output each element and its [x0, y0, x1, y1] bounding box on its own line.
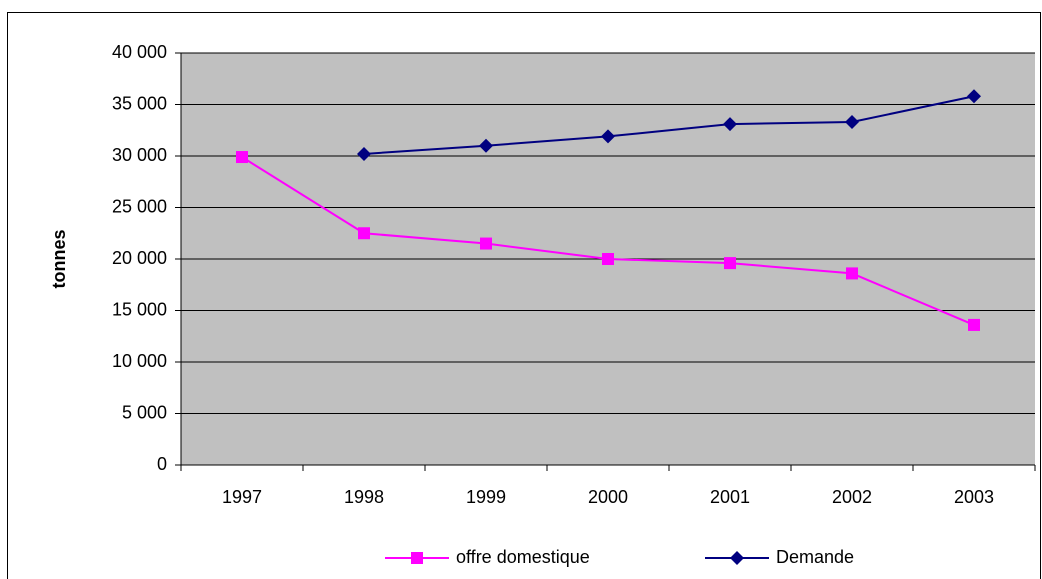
x-tick-label: 2002 [832, 487, 872, 507]
legend-label: Demande [776, 547, 854, 567]
data-point [968, 318, 980, 331]
y-tick-label: 10 000 [112, 351, 167, 371]
y-tick-label: 0 [157, 454, 167, 474]
chart-frame [7, 12, 1041, 579]
data-point [845, 115, 859, 130]
legend-marker [730, 551, 744, 565]
legend-marker [411, 552, 423, 564]
data-point [236, 151, 248, 164]
data-point [846, 267, 858, 280]
data-point [723, 117, 737, 132]
data-point [967, 89, 981, 104]
x-tick-label: 1998 [344, 487, 384, 507]
y-tick-label: 40 000 [112, 42, 167, 62]
x-tick-label: 1999 [466, 487, 506, 507]
y-tick-label: 15 000 [112, 299, 167, 319]
data-point [357, 146, 371, 161]
data-point [602, 253, 614, 265]
x-tick-label: 2003 [954, 487, 994, 507]
data-point [479, 138, 493, 153]
y-tick-label: 5 000 [122, 402, 167, 422]
legend-label: offre domestique [456, 547, 590, 567]
y-tick-label: 35 000 [112, 93, 167, 113]
y-tick-label: 30 000 [112, 145, 167, 165]
data-point [724, 257, 736, 270]
x-tick-label: 2001 [710, 487, 750, 507]
data-point [358, 227, 370, 240]
x-tick-label: 2000 [588, 487, 628, 507]
data-point [601, 129, 615, 144]
series-line [363, 95, 975, 155]
y-tick-label: 20 000 [112, 248, 167, 268]
y-tick-label: 25 000 [112, 196, 167, 216]
x-tick-label: 1997 [222, 487, 262, 507]
data-point [480, 237, 492, 250]
y-axis-label: tonnes [49, 229, 69, 288]
